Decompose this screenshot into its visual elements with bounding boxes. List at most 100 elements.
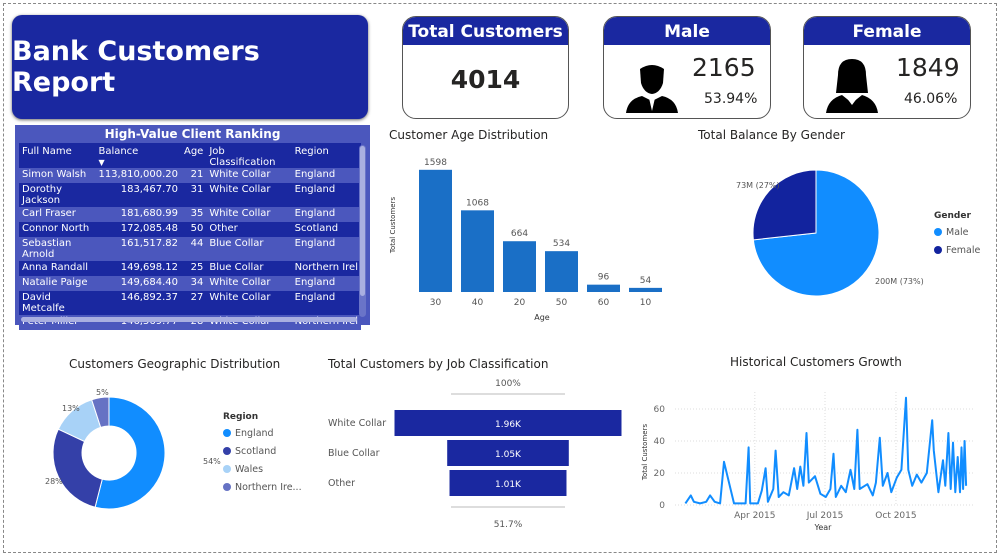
table-row[interactable]: Sebastian Arnold 161,517.82 44 Blue Collar E… (19, 237, 361, 261)
cell-name: Sebastian Arnold (19, 237, 96, 261)
slice-data-label: 54% (203, 457, 221, 466)
card-label: Female (804, 17, 970, 45)
x-tick-label: 30 (430, 298, 442, 308)
col-region[interactable]: Region (291, 143, 361, 168)
cell-name: Natalie Paige (19, 276, 96, 291)
table-row[interactable]: Natalie Paige 149,684.40 34 White Collar Eng… (19, 276, 361, 291)
funnel-bar (447, 440, 569, 466)
legend-title: Region (223, 412, 258, 422)
col-balance-label: Balance (98, 146, 139, 157)
card-value: 4014 (450, 65, 521, 94)
card-label: Total Customers (403, 17, 568, 45)
cell-balance: 181,680.99 (95, 207, 181, 222)
cell-job: White Collar (206, 276, 292, 291)
cell-balance: 183,467.70 (95, 183, 181, 207)
x-axis-label: Age (534, 313, 550, 322)
balance-gender-pie[interactable]: 200M (73%) 73M (27%) Gender Male Female (690, 145, 990, 320)
table-row[interactable]: Carl Fraser 181,680.99 35 White Collar Engla… (19, 207, 361, 222)
female-percent: 46.06% (904, 91, 958, 107)
cell-age: 25 (180, 261, 207, 276)
x-tick-label: 40 (472, 298, 484, 308)
bar-data-label: 54 (640, 276, 652, 286)
age-distribution-chart[interactable]: 1598 30 1068 40 664 20 534 50 96 60 54 10 Age Total C… (385, 145, 675, 325)
legend-marker (223, 465, 231, 473)
cell-balance: 149,698.12 (95, 261, 181, 276)
age-bar (503, 241, 536, 292)
female-card[interactable]: Female 1849 46.06% (803, 16, 971, 119)
table-row[interactable]: Simon Walsh 113,810,000.20 21 White Collar E… (19, 168, 361, 183)
slice-female (752, 169, 817, 241)
female-person-icon (826, 59, 878, 113)
funnel-data-label: 1.05K (495, 450, 522, 460)
male-person-icon (626, 65, 678, 113)
legend-marker (223, 483, 231, 491)
bar-data-label: 664 (511, 229, 528, 239)
female-count: 1849 (896, 53, 960, 82)
age-bar (419, 169, 452, 292)
col-age[interactable]: Age (180, 143, 207, 168)
funnel-bar (394, 410, 622, 436)
cell-job: White Collar (206, 207, 292, 222)
cell-region: England (291, 291, 361, 315)
geo-donut-chart[interactable]: 54% 28% 13% 5% Region England Scotland Wales Nor… (20, 375, 320, 535)
cell-age: 44 (180, 237, 207, 261)
legend-title: Gender (934, 211, 971, 221)
cell-age: 34 (180, 276, 207, 291)
job-funnel-title: Total Customers by Job Classification (328, 357, 549, 371)
y-tick-label: 60 (654, 405, 666, 415)
cell-name: Simon Walsh (19, 168, 96, 183)
cell-region: Scotland (291, 222, 361, 237)
slice-scotland (52, 428, 103, 508)
cell-region: England (291, 183, 361, 207)
cell-job: White Collar (206, 291, 292, 315)
funnel-category-label: Other (328, 478, 355, 489)
cell-balance: 161,517.82 (95, 237, 181, 261)
growth-line-title: Historical Customers Growth (730, 355, 902, 369)
x-tick-label: Oct 2015 (875, 511, 916, 521)
cell-name: David Metcalfe (19, 291, 96, 315)
customers-growth-line-chart[interactable]: 0 20 40 60 Apr 2015 Jul 2015 Oct 2015 Year Total… (635, 372, 990, 537)
sort-descending-icon: ▼ (98, 158, 105, 167)
funnel-category-label: White Collar (328, 418, 386, 429)
table-row[interactable]: Connor North 172,085.48 50 Other Scotland (19, 222, 361, 237)
y-axis-label: Total Customers (389, 197, 397, 255)
slice-data-label: 28% (45, 477, 63, 486)
slice-data-label: 73M (27%) (736, 181, 780, 190)
cell-age: 31 (180, 183, 207, 207)
x-axis-label: Year (814, 523, 833, 532)
slice-data-label: 200M (73%) (875, 277, 924, 286)
col-balance[interactable]: Balance ▼ (95, 143, 181, 168)
funnel-data-label: 1.96K (495, 420, 522, 430)
y-tick-label: 0 (659, 501, 665, 511)
cell-age: 50 (180, 222, 207, 237)
col-job[interactable]: Job Classification (206, 143, 292, 168)
legend-marker (934, 246, 942, 254)
legend-entry: Scotland (235, 446, 276, 457)
bar-data-label: 534 (553, 239, 570, 249)
vertical-scrollbar[interactable] (359, 145, 366, 317)
bar-data-label: 1068 (466, 198, 489, 208)
cell-name: Anna Randall (19, 261, 96, 276)
male-card[interactable]: Male 2165 53.94% (603, 16, 771, 119)
table-row[interactable]: David Metcalfe 146,892.37 27 White Collar En… (19, 291, 361, 315)
male-count: 2165 (692, 53, 756, 82)
legend-marker (223, 429, 231, 437)
col-full-name[interactable]: Full Name (19, 143, 96, 168)
slice-northern-ire- (91, 396, 110, 428)
cell-job: White Collar (206, 168, 292, 183)
table-row[interactable]: Dorothy Jackson 183,467.70 31 White Collar E… (19, 183, 361, 207)
slice-england (94, 396, 166, 510)
y-tick-label: 40 (654, 437, 666, 447)
cell-balance: 146,892.37 (95, 291, 181, 315)
age-bar (461, 210, 494, 292)
cell-region: Northern Irel (291, 261, 361, 276)
cell-region: England (291, 168, 361, 183)
cell-region: England (291, 237, 361, 261)
job-funnel-chart[interactable]: 100% 1.96K White Collar 1.05K Blue Collar 1.0… (320, 372, 630, 537)
funnel-top-percent: 100% (495, 379, 521, 389)
horizontal-scrollbar[interactable] (21, 317, 357, 322)
bar-data-label: 96 (598, 273, 610, 283)
table-row[interactable]: Anna Randall 149,698.12 25 Blue Collar North… (19, 261, 361, 276)
total-customers-card[interactable]: Total Customers 4014 (402, 16, 569, 119)
age-chart-title: Customer Age Distribution (389, 128, 549, 142)
